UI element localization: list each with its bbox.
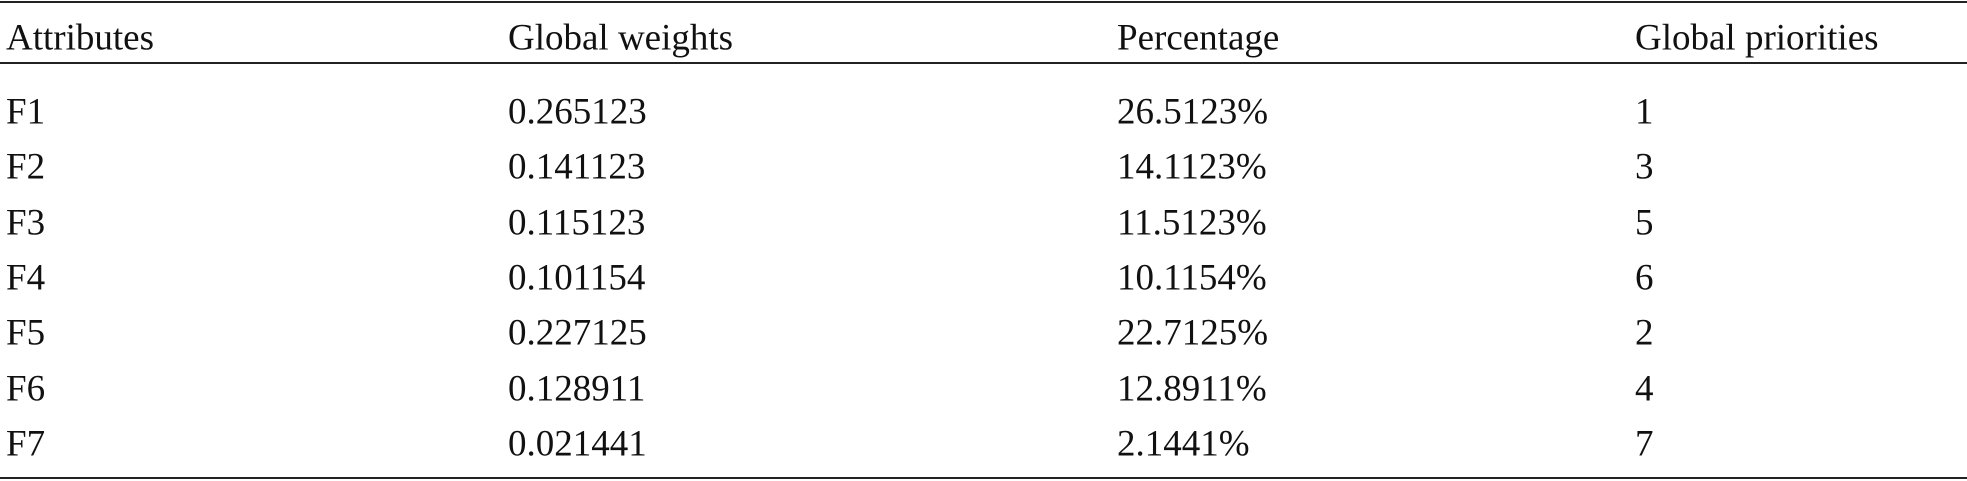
header-cell: Percentage bbox=[1117, 17, 1280, 59]
table-cell: F4 bbox=[6, 257, 46, 299]
table-cell: 2.1441% bbox=[1117, 423, 1250, 465]
table-cell: 6 bbox=[1635, 257, 1654, 299]
table-cell: F3 bbox=[6, 202, 46, 244]
table-cell: F1 bbox=[6, 91, 46, 133]
table-cell: 7 bbox=[1635, 423, 1654, 465]
table-cell: 5 bbox=[1635, 202, 1654, 244]
table-cell: 0.128911 bbox=[508, 368, 646, 409]
table-cell: 3 bbox=[1635, 146, 1654, 188]
header-rule bbox=[0, 62, 1967, 64]
table-cell: F7 bbox=[6, 423, 46, 465]
header-cell: Attributes bbox=[6, 17, 154, 59]
table-cell: 11.5123% bbox=[1117, 202, 1267, 244]
table-cell: 4 bbox=[1635, 368, 1654, 409]
table-cell: F2 bbox=[6, 146, 46, 188]
table-cell: 2 bbox=[1635, 312, 1654, 354]
table-cell: 1 bbox=[1635, 91, 1654, 133]
table-cell: 12.8911% bbox=[1117, 368, 1267, 409]
table-cell: 0.021441 bbox=[508, 423, 647, 465]
table-cell: 0.227125 bbox=[508, 312, 647, 354]
table-cell: F6 bbox=[6, 368, 46, 409]
table-cell: 26.5123% bbox=[1117, 91, 1269, 133]
table-cell: 0.101154 bbox=[508, 257, 646, 299]
table-cell: 0.265123 bbox=[508, 91, 647, 133]
table-cell: F5 bbox=[6, 312, 46, 354]
table-cell: 14.1123% bbox=[1117, 146, 1267, 188]
table-cell: 0.115123 bbox=[508, 202, 646, 244]
header-cell: Global priorities bbox=[1635, 17, 1879, 59]
bottom-rule bbox=[0, 477, 1967, 479]
header-cell: Global weights bbox=[508, 17, 734, 59]
table-cell: 10.1154% bbox=[1117, 257, 1267, 299]
table-cell: 22.7125% bbox=[1117, 312, 1269, 354]
table-cell: 0.141123 bbox=[508, 146, 646, 188]
top-rule bbox=[0, 1, 1967, 3]
